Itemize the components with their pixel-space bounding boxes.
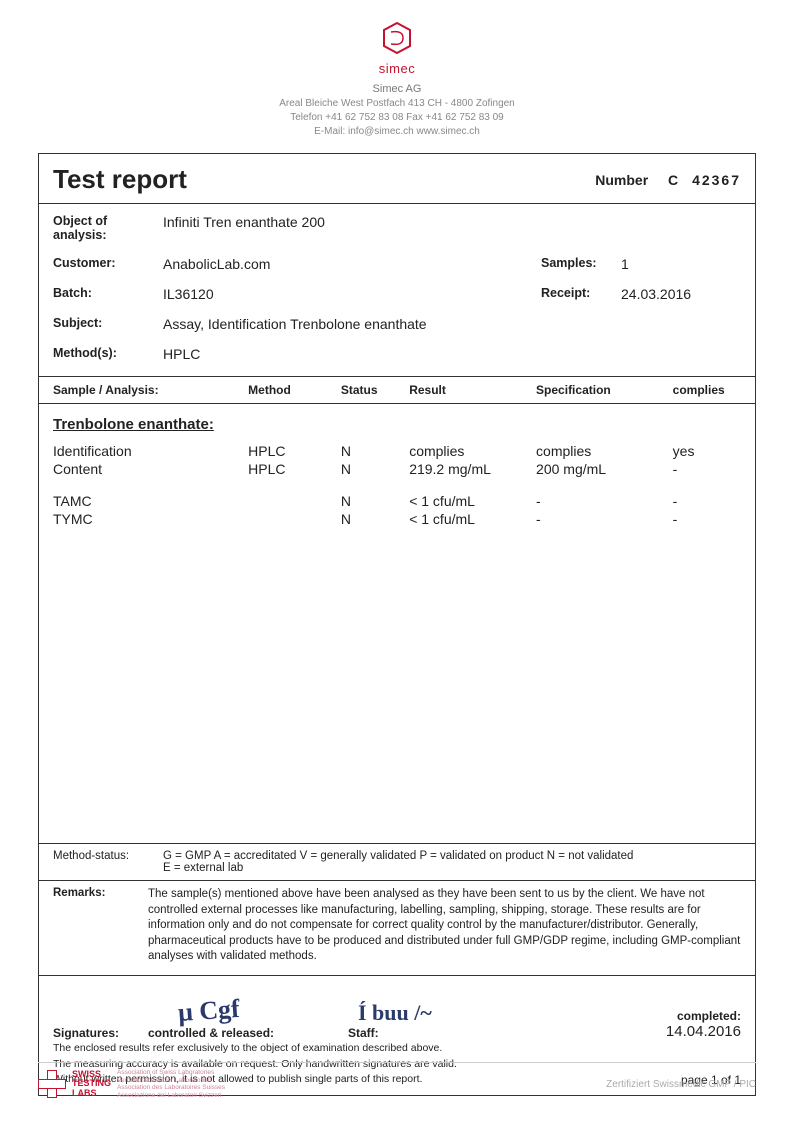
samples-value: 1 — [621, 256, 629, 272]
result-row: Identification HPLC N complies complies … — [53, 443, 741, 459]
number-label: Number — [595, 172, 648, 188]
r-name: Content — [53, 461, 248, 477]
r-status: N — [341, 443, 409, 459]
r-result: 219.2 mg/mL — [409, 461, 536, 477]
r-status: N — [341, 493, 409, 509]
remarks-label: Remarks: — [53, 887, 148, 965]
samples-label: Samples: — [541, 256, 621, 272]
r-comp: yes — [673, 443, 741, 459]
remarks: Remarks: The sample(s) mentioned above h… — [39, 880, 755, 975]
receipt-value: 24.03.2016 — [621, 286, 691, 302]
r-status: N — [341, 511, 409, 527]
r-name: TYMC — [53, 511, 248, 527]
r-method: HPLC — [248, 461, 341, 477]
r-spec: complies — [536, 443, 673, 459]
remarks-text: The sample(s) mentioned above have been … — [148, 887, 741, 965]
signatures-label: Signatures: — [53, 1026, 148, 1040]
footer-cert: Zertifiziert Swissmedic GMP / PIC — [606, 1079, 756, 1090]
batch-value: IL36120 — [163, 286, 541, 302]
r-spec: - — [536, 511, 673, 527]
method-status-label: Method-status: — [53, 850, 163, 874]
assoc-4: Associazione dei Laboratori Svizzeri — [117, 1092, 225, 1100]
table-header: Sample / Analysis: Method Status Result … — [39, 377, 755, 404]
r-comp: - — [673, 511, 741, 527]
logo-area: simec — [38, 20, 756, 76]
info-section: Object of analysis: Infiniti Tren enanth… — [39, 204, 755, 377]
r-method: HPLC — [248, 443, 341, 459]
method-status: Method-status: G = GMP A = accreditated … — [39, 844, 755, 880]
r-name: TAMC — [53, 493, 248, 509]
r-method — [248, 511, 341, 527]
subject-label: Subject: — [53, 316, 163, 332]
th-method: Method — [248, 383, 341, 397]
title-row: Test report Number C 42367 — [39, 154, 755, 204]
company-phone: Telefon +41 62 752 83 08 Fax +41 62 752 … — [38, 111, 756, 125]
r-method — [248, 493, 341, 509]
result-row: TAMC N < 1 cfu/mL - - — [53, 493, 741, 509]
swiss-line3: LABS — [72, 1089, 111, 1099]
r-spec: 200 mg/mL — [536, 461, 673, 477]
methods-value: HPLC — [163, 346, 741, 362]
staff-label: Staff: — [348, 1026, 379, 1040]
th-sample: Sample / Analysis: — [53, 383, 248, 397]
company-email: E-Mail: info@simec.ch www.simec.ch — [38, 125, 756, 139]
report-title: Test report — [53, 164, 187, 195]
th-complies: complies — [673, 383, 741, 397]
methods-label: Method(s): — [53, 346, 163, 362]
results-body: Trenbolone enanthate: Identification HPL… — [39, 404, 755, 844]
signature-scribble-1: μ Cgf — [177, 994, 241, 1028]
compound-name: Trenbolone enanthate: — [53, 416, 741, 433]
r-name: Identification — [53, 443, 248, 459]
r-comp: - — [673, 493, 741, 509]
batch-label: Batch: — [53, 286, 163, 302]
swiss-cross-icon — [38, 1070, 66, 1098]
completed-date: 14.04.2016 — [528, 1023, 741, 1040]
subject-value: Assay, Identification Trenbolone enantha… — [163, 316, 741, 332]
fine-print-1: The enclosed results refer exclusively t… — [53, 1042, 621, 1056]
completed-label: completed: — [528, 1009, 741, 1023]
report-number: Number C 42367 — [595, 172, 741, 188]
company-header: Simec AG Areal Bleiche West Postfach 413… — [38, 82, 756, 139]
th-status: Status — [341, 383, 409, 397]
receipt-label: Receipt: — [541, 286, 621, 302]
assoc-2: Verband Schweizer Laboratorien — [117, 1077, 225, 1085]
swiss-labs-logo: SWISS TESTING LABS Association of Swiss … — [38, 1069, 225, 1100]
method-status-line2: E = external lab — [163, 862, 633, 874]
method-status-line1: G = GMP A = accreditated V = generally v… — [163, 850, 633, 862]
number-value: 42367 — [692, 172, 741, 188]
r-comp: - — [673, 461, 741, 477]
r-result: complies — [409, 443, 536, 459]
r-spec: - — [536, 493, 673, 509]
number-prefix: C — [668, 172, 678, 188]
r-result: < 1 cfu/mL — [409, 511, 536, 527]
assoc-3: Association des Laboratoires Suisses — [117, 1084, 225, 1092]
assoc-1: Association of Swiss Laboratories — [117, 1069, 225, 1077]
object-value: Infiniti Tren enanthate 200 — [163, 214, 741, 242]
result-row: TYMC N < 1 cfu/mL - - — [53, 511, 741, 527]
th-spec: Specification — [536, 383, 673, 397]
company-address: Areal Bleiche West Postfach 413 CH - 480… — [38, 97, 756, 111]
logo-icon — [379, 20, 415, 59]
signature-scribble-2: Í buu /~ — [358, 1000, 432, 1026]
report-box: Test report Number C 42367 Object of ana… — [38, 153, 756, 1096]
company-name: Simec AG — [38, 82, 756, 97]
customer-label: Customer: — [53, 256, 163, 272]
controlled-label: controlled & released: — [148, 1026, 274, 1040]
r-status: N — [341, 461, 409, 477]
object-label: Object of analysis: — [53, 214, 163, 242]
customer-value: AnabolicLab.com — [163, 256, 541, 272]
result-row: Content HPLC N 219.2 mg/mL 200 mg/mL - — [53, 461, 741, 477]
th-result: Result — [409, 383, 536, 397]
logo-text: simec — [38, 61, 756, 76]
footer: SWISS TESTING LABS Association of Swiss … — [38, 1062, 756, 1100]
r-result: < 1 cfu/mL — [409, 493, 536, 509]
